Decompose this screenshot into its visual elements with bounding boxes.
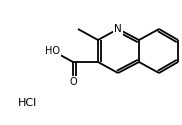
Text: O: O xyxy=(69,77,77,87)
Text: HO: HO xyxy=(46,46,60,56)
Text: N: N xyxy=(114,24,122,34)
Text: HCl: HCl xyxy=(18,98,37,108)
